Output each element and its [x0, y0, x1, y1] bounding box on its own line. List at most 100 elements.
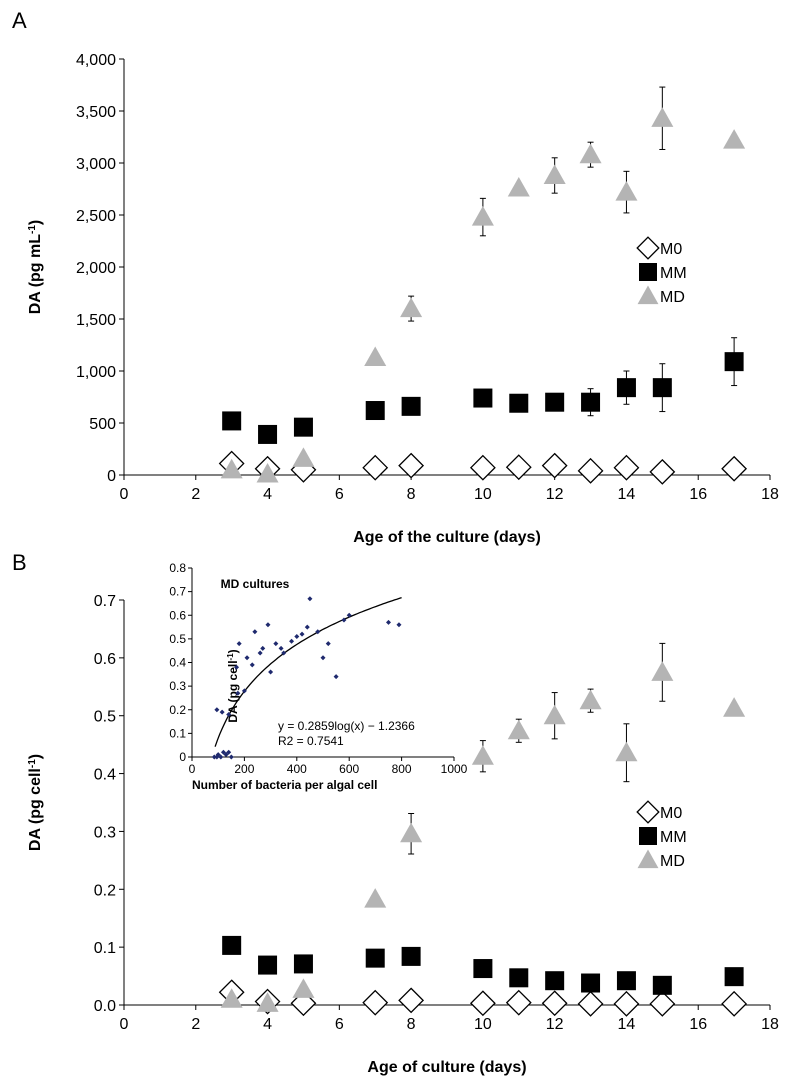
data-point-mm: [509, 968, 529, 988]
inset-chart: 0 200 400 600 800 1000 0 0.1 0.2 0.3 0.4 0.5 0.6 0.7 0…: [169, 561, 467, 792]
data-point-md: [723, 697, 746, 717]
legend-label-md: MD: [660, 853, 685, 870]
x-axis-title: Age of culture (days): [367, 1059, 526, 1076]
inset-data-point: [241, 688, 247, 694]
inset-data-point: [281, 650, 287, 656]
inset-y-axis-title-sup: -1: [226, 653, 235, 661]
legend-marker-m0: [636, 800, 660, 824]
inset-data-point: [244, 655, 250, 661]
data-point-m0: [577, 990, 604, 1017]
x-tick-label: 8: [407, 486, 416, 503]
inset-data-point: [211, 754, 217, 760]
panel-label: B: [12, 550, 27, 575]
y-axis-title-main: DA (pg mL: [27, 234, 44, 315]
inset-y-axis-title-main: DA (pg cell: [226, 660, 240, 722]
x-tick-label: 14: [618, 1016, 636, 1033]
data-point-mm: [293, 417, 313, 437]
data-point-mm: [293, 954, 313, 974]
data-point-mm: [616, 378, 636, 398]
inset-data-point: [278, 645, 284, 651]
data-point-md: [256, 462, 279, 483]
inset-data-point: [236, 641, 242, 647]
y-tick-label: 0.6: [94, 651, 116, 668]
legend: M0 MM MD: [636, 236, 687, 306]
x-tick-label: 12: [546, 486, 564, 503]
data-point-m0: [721, 990, 748, 1017]
inset-data-point: [325, 641, 331, 647]
panel-a: A 0 2 4 6 8 10 12 14 16 18 0 500 1,000 1,500 2,000 2,500…: [12, 8, 779, 546]
legend-marker-md: [637, 285, 659, 305]
data-point-mm: [222, 411, 242, 431]
legend-label-m0: M0: [660, 241, 682, 258]
legend-marker-mm: [639, 827, 657, 845]
inset-data-point: [214, 707, 220, 713]
x-tick-label: 2: [191, 1016, 200, 1033]
series-m0: [218, 979, 748, 1017]
x-tick-label: 18: [761, 486, 779, 503]
inset-y-tick-label: 0.1: [169, 726, 186, 740]
data-point-md: [400, 822, 423, 843]
y-tick-label: 0.0: [94, 998, 116, 1015]
legend-label-md: MD: [660, 289, 685, 306]
data-point-mm: [365, 948, 385, 968]
data-point-m0: [649, 458, 676, 485]
y-tick-label: 0.2: [94, 882, 116, 899]
x-tick-label: 10: [474, 486, 492, 503]
y-tick-label: 3,500: [76, 104, 116, 121]
y-tick-label: 0.5: [94, 709, 116, 726]
data-point-md: [364, 888, 387, 908]
y-axis-title-main: DA (pg cell: [27, 768, 44, 851]
y-axis-title: DA (pg cell-1): [27, 754, 45, 851]
inset-y-tick-label: 0.3: [169, 679, 186, 693]
inset-data-point: [226, 749, 232, 755]
data-point-md: [507, 719, 530, 740]
inset-data-point: [234, 664, 240, 670]
data-point-m0: [577, 457, 604, 484]
data-point-mm: [724, 967, 744, 987]
data-point-mm: [401, 946, 421, 966]
inset-data-point: [260, 645, 266, 651]
data-point-m0: [398, 987, 425, 1014]
legend-label-m0: M0: [660, 805, 682, 822]
inset-x-tick-label: 0: [189, 762, 196, 776]
data-point-mm: [545, 392, 565, 412]
data-point-mm: [652, 378, 672, 398]
inset-data-point: [304, 624, 310, 630]
inset-y-tick-label: 0.6: [169, 608, 186, 622]
data-point-m0: [469, 990, 496, 1017]
data-point-md: [220, 458, 243, 479]
x-tick-label: 6: [335, 486, 344, 503]
data-point-m0: [541, 452, 568, 479]
data-point-mm: [365, 401, 385, 421]
x-tick-label: 12: [546, 1016, 564, 1033]
inset-data-point: [226, 711, 232, 717]
inset-data-point: [386, 619, 391, 625]
inset-data-point: [273, 641, 279, 647]
legend-marker-md: [637, 849, 659, 869]
inset-data-point: [346, 612, 352, 618]
series-md: [220, 86, 746, 483]
data-point-m0: [721, 455, 748, 482]
y-axis-title-sup: -1: [27, 759, 38, 768]
y-tick-label: 2,500: [76, 208, 116, 225]
panel-b: B 0 2 4 6 8 10 12 14 16 18 0.0 0.1 0.2 0.3 0.4 0.5 0.6 0.7…: [12, 550, 779, 1076]
y-tick-label: 0.4: [94, 767, 116, 784]
data-point-md: [615, 181, 638, 201]
data-point-m0: [362, 989, 389, 1016]
inset-x-tick-label: 400: [287, 762, 307, 776]
data-point-mm: [545, 971, 565, 991]
data-point-md: [507, 176, 530, 197]
data-point-mm: [724, 352, 744, 372]
inset-x-tick-label: 1000: [441, 762, 468, 776]
inset-data-point: [307, 596, 313, 602]
y-tick-label: 3,000: [76, 156, 116, 173]
series-md: [220, 642, 746, 1012]
data-point-m0: [398, 452, 425, 479]
data-point-md: [364, 346, 387, 367]
y-axis-title-end: ): [27, 220, 44, 225]
inset-y-tick-label: 0.8: [169, 561, 186, 575]
x-tick-label: 0: [120, 486, 129, 503]
inset-data-point: [265, 622, 271, 628]
inset-data-point: [252, 629, 258, 635]
